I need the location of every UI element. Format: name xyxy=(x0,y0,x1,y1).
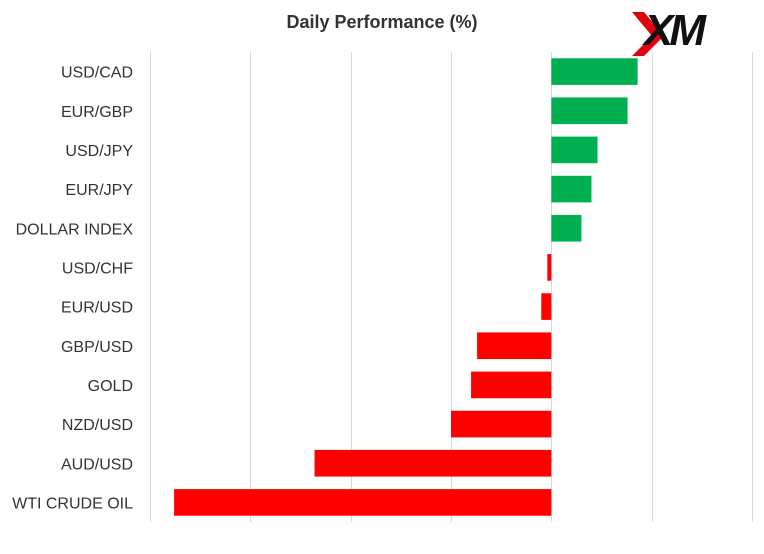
category-label: WTI CRUDE OIL xyxy=(12,495,133,512)
xm-logo: XM xyxy=(630,6,746,56)
category-label: USD/CAD xyxy=(61,65,133,82)
gridlines xyxy=(150,52,753,522)
category-label: AUD/USD xyxy=(61,456,133,473)
bar-eur-jpy xyxy=(551,175,592,203)
category-label: DOLLAR INDEX xyxy=(16,221,134,238)
category-label: GBP/USD xyxy=(61,339,133,356)
bar-nzd-usd xyxy=(451,410,552,438)
bar-dollar-index xyxy=(551,214,582,242)
bar-gold xyxy=(471,371,552,399)
category-label: USD/CHF xyxy=(62,260,133,277)
bar-eur-gbp xyxy=(551,97,628,125)
logo-text: XM xyxy=(644,6,706,55)
logo-accent-icon xyxy=(632,12,664,56)
category-labels: USD/CAD EUR/GBP USD/JPY EUR/JPY DOLLAR INDEX… xyxy=(12,65,133,513)
category-label: USD/JPY xyxy=(65,143,133,160)
category-label: EUR/GBP xyxy=(61,104,133,121)
bar-gbp-usd xyxy=(477,332,552,360)
bar-aud-usd xyxy=(314,449,552,477)
bar-usd-cad xyxy=(551,58,638,85)
category-label: EUR/USD xyxy=(61,300,133,317)
bar-wti-crude-oil xyxy=(174,489,552,516)
bar-usd-jpy xyxy=(551,136,598,164)
bar-usd-chf xyxy=(547,254,552,281)
bars xyxy=(174,58,638,516)
category-label: NZD/USD xyxy=(62,417,133,434)
category-label: EUR/JPY xyxy=(65,182,133,199)
bar-eur-usd xyxy=(541,293,552,320)
category-label: GOLD xyxy=(88,378,133,395)
chart-title: Daily Performance (%) xyxy=(286,12,478,32)
